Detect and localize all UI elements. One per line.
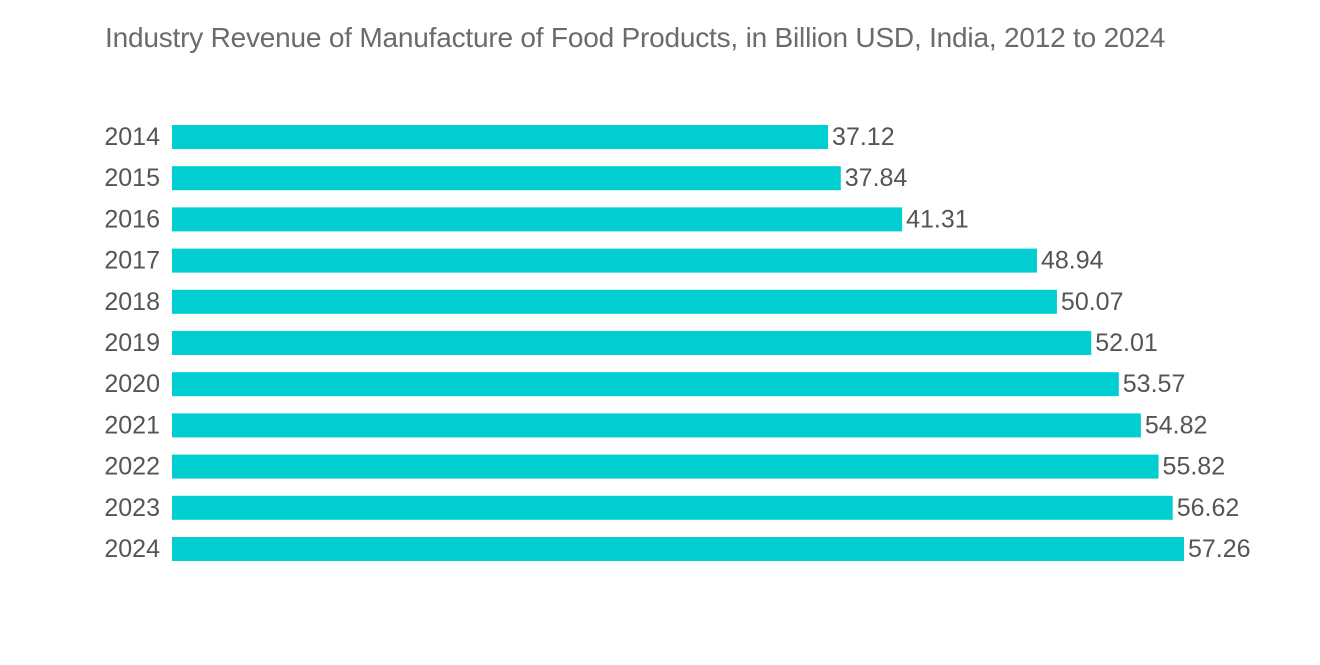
y-tick-label: 2016 (104, 205, 160, 233)
y-tick-label: 2017 (104, 247, 160, 275)
data-label: 50.07 (1061, 288, 1124, 316)
bar (172, 207, 903, 232)
data-label: 55.82 (1163, 453, 1226, 481)
y-tick-label: 2024 (104, 535, 160, 563)
y-tick-label: 2023 (104, 494, 160, 522)
y-tick-label: 2014 (104, 123, 160, 151)
bar (172, 372, 1119, 397)
data-label: 56.62 (1177, 494, 1240, 522)
data-label: 54.82 (1145, 411, 1208, 439)
y-tick-label: 2020 (104, 370, 160, 398)
y-tick-label: 2022 (104, 453, 160, 481)
y-tick-label: 2015 (104, 164, 160, 192)
bar (172, 248, 1037, 273)
data-label: 57.26 (1188, 535, 1251, 563)
bar (172, 125, 829, 149)
bar (172, 166, 841, 191)
data-label: 48.94 (1041, 247, 1104, 275)
bar (172, 537, 1184, 561)
data-label: 41.31 (906, 205, 969, 233)
bar (172, 289, 1057, 314)
data-label: 52.01 (1095, 329, 1158, 357)
chart-title: Industry Revenue of Manufacture of Food … (105, 22, 1166, 53)
bar (172, 331, 1092, 355)
data-label: 37.12 (832, 123, 895, 151)
y-tick-label: 2018 (104, 288, 160, 316)
bar (172, 454, 1159, 479)
bar (172, 495, 1173, 520)
y-tick-label: 2019 (104, 329, 160, 357)
data-label: 53.57 (1123, 370, 1186, 398)
bar (172, 413, 1141, 438)
data-label: 37.84 (845, 164, 908, 192)
y-tick-label: 2021 (104, 411, 160, 439)
